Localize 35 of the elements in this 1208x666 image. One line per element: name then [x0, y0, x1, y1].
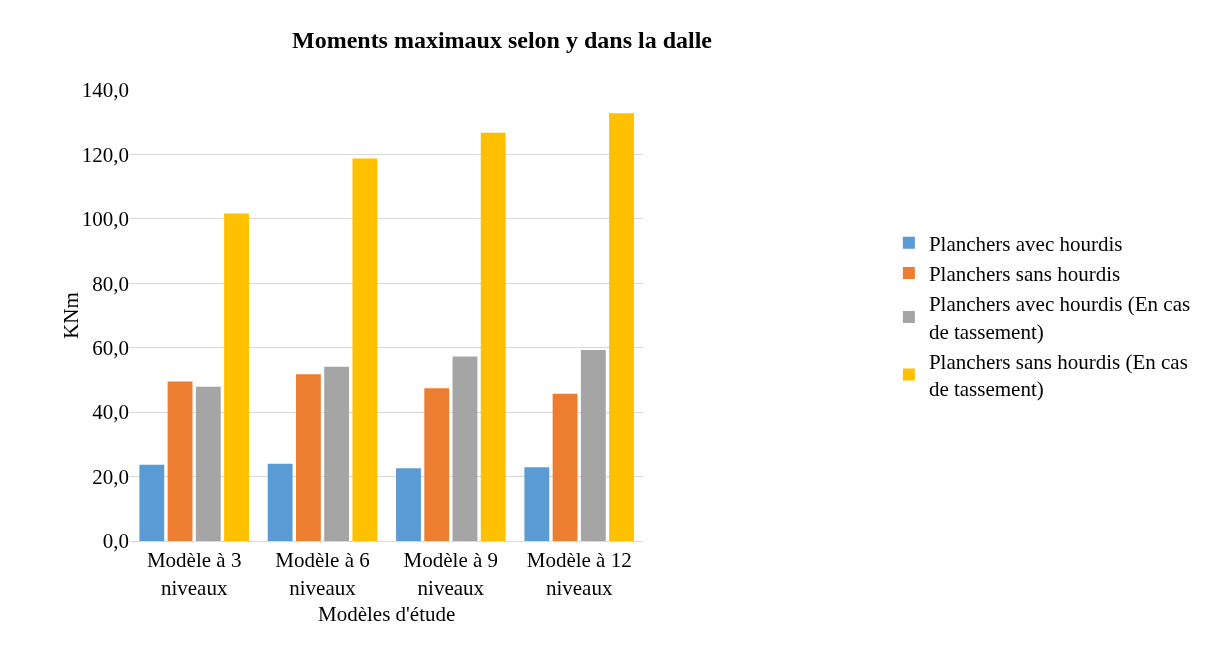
bar [580, 349, 606, 541]
legend-label: Planchers avec hourdis [928, 231, 1123, 256]
bar [267, 463, 293, 541]
y-axis-title: KNm [59, 292, 83, 339]
y-tick-label: 140,0 [81, 78, 129, 103]
bar [480, 132, 506, 541]
bar [139, 464, 165, 541]
x-tick-label: Modèle à 6 niveaux [275, 548, 370, 600]
bar [352, 158, 378, 541]
bar [295, 374, 321, 541]
bar [609, 113, 634, 541]
y-tick-label: 40,0 [92, 400, 129, 425]
bar [424, 388, 450, 541]
x-tick-label: Modèle à 9 niveaux [403, 548, 499, 600]
bar [224, 213, 249, 541]
bar [452, 356, 478, 541]
bar [552, 393, 578, 541]
bar [167, 381, 193, 541]
chart-title: Moments maximaux selon y dans la dalle [291, 27, 713, 54]
y-tick-label: 20,0 [92, 464, 129, 489]
y-tick-label: 100,0 [81, 207, 129, 232]
x-tick-label: Modèle à 12 niveaux [526, 548, 632, 600]
y-tick-label: 60,0 [92, 336, 129, 361]
bar [195, 386, 221, 541]
y-tick-label: 0,0 [102, 529, 129, 554]
x-axis-title: Modèles d'étude [318, 601, 456, 626]
legend-label: Planchers sans hourdis (En cas de tassement) [928, 350, 1188, 402]
y-tick-label: 80,0 [92, 271, 129, 296]
legend-label: Planchers sans hourdis [928, 262, 1121, 287]
bar [524, 467, 550, 541]
legend-label: Planchers avec hourdis (En cas de tassement) [928, 292, 1191, 344]
x-tick-label: Modèle à 3 niveaux [146, 548, 242, 600]
bar [396, 468, 421, 541]
y-tick-label: 120,0 [81, 142, 129, 167]
bar [324, 366, 350, 541]
